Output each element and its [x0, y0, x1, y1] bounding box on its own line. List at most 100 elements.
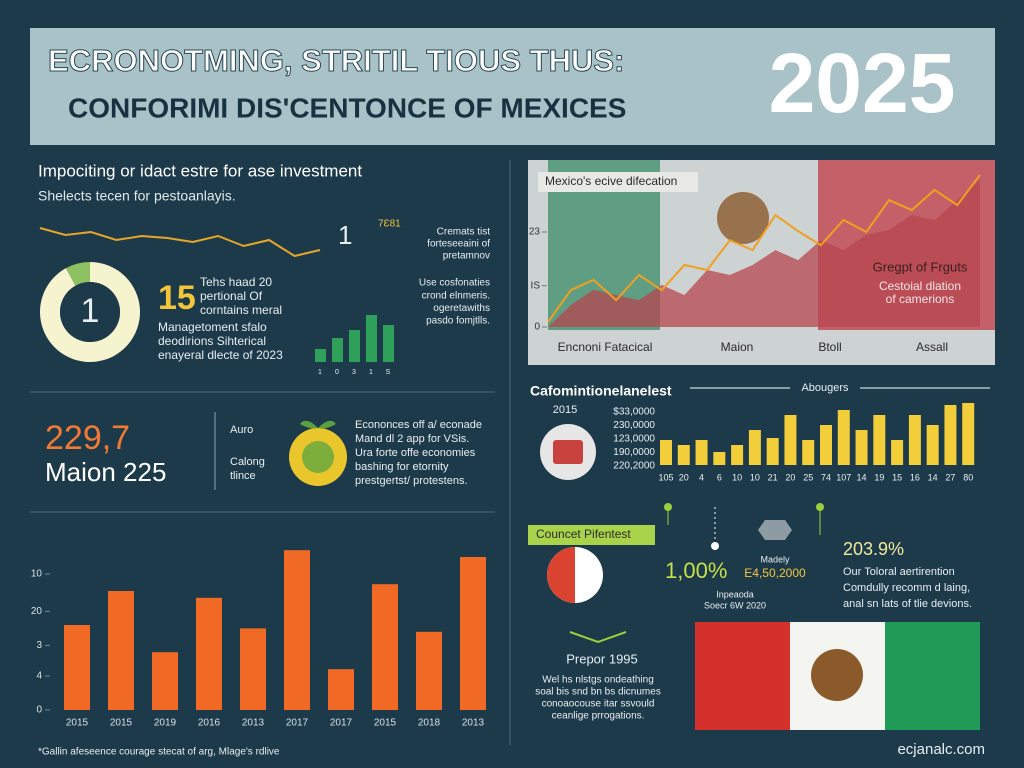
text-line: anal sn lats of tlie devions. [843, 598, 972, 610]
badge [758, 520, 792, 540]
website: ecjanalc.com [897, 741, 985, 758]
bar [332, 338, 343, 362]
bar [802, 440, 815, 465]
x-tick-label: 2015 [374, 718, 397, 729]
text-line: Our Toloral aertirention [843, 566, 955, 578]
x-tick-label: 3 [352, 369, 356, 376]
x-tick-label: 15 [892, 472, 902, 482]
y-tick-label: 20 [31, 606, 43, 617]
text-line: enayeral dlecte of 2023 [158, 348, 283, 362]
bar [328, 669, 354, 710]
text-line: ogeretawiths [433, 303, 490, 314]
y-tick-label: IS [531, 280, 541, 291]
x-tick-label: 74 [821, 472, 831, 482]
bar [837, 410, 850, 465]
x-tick-label: 1 [369, 369, 373, 376]
section-title: Impociting or idact estre for ase invest… [38, 161, 362, 180]
footnote: *Gallin afeseence courage stecat of arg,… [38, 747, 280, 758]
text-line: 190,0000 [613, 447, 655, 458]
bar [820, 425, 832, 465]
bar [855, 430, 868, 465]
fruit-leaf [300, 420, 336, 429]
text-line: Wel hs nlstgs ondeathing [542, 675, 654, 686]
text-line: Inpeaoda [716, 589, 754, 599]
bar [460, 557, 486, 710]
x-tick-label: 2018 [418, 718, 441, 729]
bar [315, 349, 326, 362]
x-tick-label: 16 [910, 472, 920, 482]
text-line: Ura forte offe economies [355, 447, 476, 459]
text-line: Use cosfonaties [419, 278, 490, 289]
text-line: 230,0000 [613, 420, 655, 431]
text-line: tlince [230, 470, 256, 482]
bar [372, 584, 398, 710]
x-tick-label: 14 [928, 472, 938, 482]
header-band [30, 28, 995, 145]
text-line: corntains meral [200, 303, 282, 317]
x-tick-label: 105 [658, 472, 673, 482]
text-line: prestgertst/ protestens. [355, 475, 468, 487]
bar [240, 628, 266, 710]
x-tick-label: 4 [699, 472, 704, 482]
x-tick-label: 2013 [462, 718, 485, 729]
x-label: Encnoni Fatacical [558, 340, 653, 354]
x-tick-label: 6 [717, 472, 722, 482]
bar [108, 591, 134, 710]
text-line: conoaocouse itar ssvould [542, 699, 655, 710]
donut-slice [65, 262, 90, 286]
label-box [528, 525, 655, 545]
line [547, 174, 981, 323]
x-label: Maion [721, 340, 754, 354]
x-tick-label: 2019 [154, 718, 177, 729]
bar [152, 652, 178, 710]
x-tick-label: 0 [335, 369, 339, 376]
bar [383, 325, 394, 362]
label: Councet Pifentest [536, 527, 631, 541]
icon [553, 440, 583, 464]
emblem [717, 192, 769, 244]
y-tick-label: 23 [529, 227, 541, 238]
text-line: Cremats tist [437, 227, 491, 238]
y-tick-label: 3 [36, 640, 42, 651]
bar [784, 415, 797, 465]
chart-title: Mexico's ecive difecation [545, 174, 677, 188]
section-subtitle: Shelects tecen for pestoanlayis. [38, 188, 236, 204]
bar [349, 330, 360, 362]
bar [873, 415, 886, 465]
header-year: 2025 [769, 36, 956, 130]
bar [416, 631, 442, 710]
section-label: Abougers [801, 382, 849, 394]
chart-label-box [538, 172, 698, 192]
bar [748, 430, 761, 465]
x-tick-label: 2015 [110, 718, 133, 729]
marker [711, 542, 719, 550]
marker [664, 503, 672, 511]
bar [908, 415, 921, 465]
stat: 1,00% [665, 558, 727, 583]
caption-title: Prepor 1995 [566, 651, 638, 666]
side-label: Auro [230, 424, 253, 436]
bar [196, 597, 222, 710]
text-line: forteseeaini of [427, 239, 490, 250]
stat: 203.9% [843, 539, 904, 559]
x-tick-label: 2017 [330, 718, 353, 729]
x-tick-label: 2015 [66, 718, 89, 729]
arrow [569, 631, 627, 644]
x-tick-label: 80 [963, 472, 973, 482]
trend-tag: 7Ɛ81 [378, 219, 401, 230]
y-tick-label: 0 [534, 322, 540, 333]
emblem [811, 649, 863, 701]
text-line: soal bis snd bn bs dicnumes [535, 687, 661, 698]
text-line: Tehs haad 20 [200, 275, 272, 289]
x-tick-label: S [386, 369, 391, 376]
bar [944, 405, 957, 465]
text-line: 123,0000 [613, 434, 655, 445]
fruit-icon [302, 441, 334, 473]
x-tick-label: 107 [836, 472, 851, 482]
flag-red [695, 622, 790, 730]
header-subtitle: CONFORIMI DIS'CENTONCE OF MEXICES [68, 92, 626, 123]
text-line: crond elnmeris. [422, 290, 490, 301]
bar [926, 425, 939, 465]
bar [695, 440, 708, 465]
